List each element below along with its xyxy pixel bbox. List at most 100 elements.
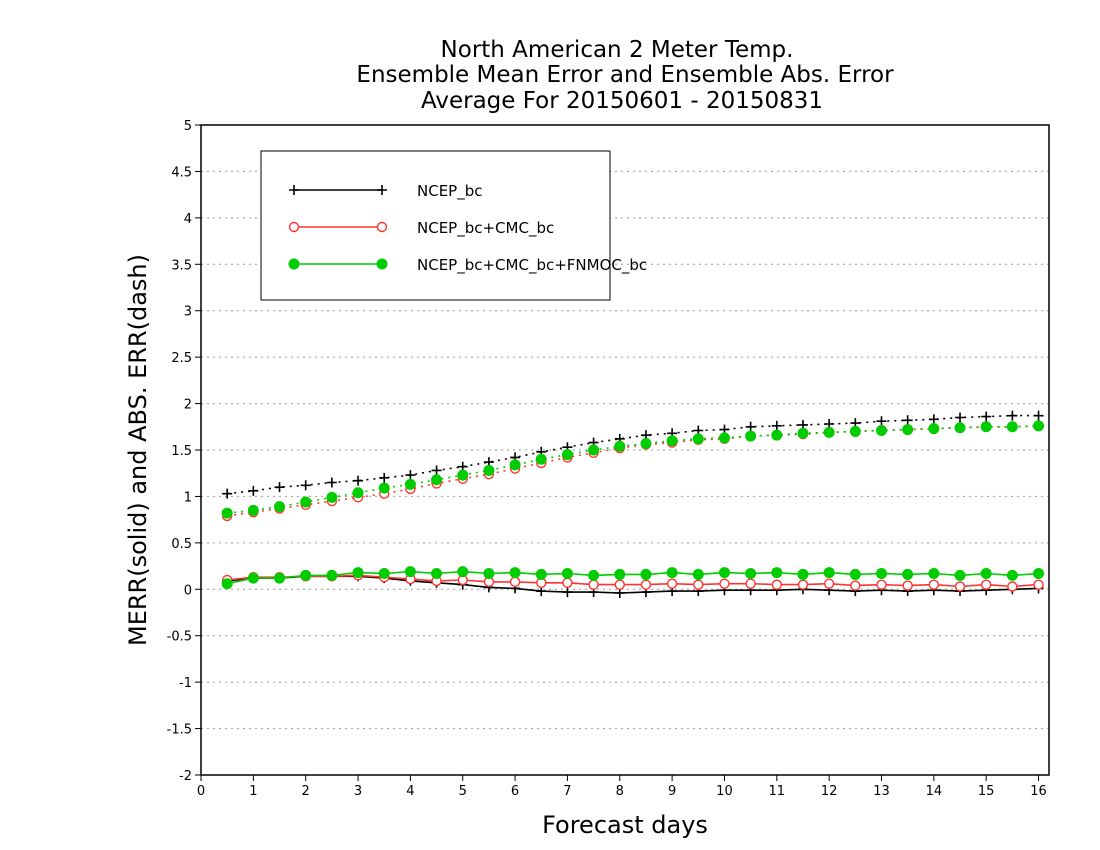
data-point (353, 475, 364, 486)
data-point (876, 416, 887, 427)
x-tick-label: 12 (821, 784, 838, 799)
y-tick-label: 3 (184, 305, 192, 320)
data-point (379, 472, 390, 483)
data-point (404, 478, 416, 490)
data-point (666, 567, 678, 579)
data-point (588, 569, 600, 581)
legend-label: NCEP_bc+CMC_bc+FNMOC_bc (417, 256, 647, 275)
data-point (222, 488, 233, 499)
data-point (378, 568, 390, 579)
y-tick-label: 1 (184, 490, 192, 505)
x-tick-label: 6 (511, 784, 519, 799)
y-axis-label: MERR(solid) and ABS. ERR(dash) (124, 254, 152, 646)
data-point (928, 579, 940, 590)
data-point (247, 572, 259, 584)
y-tick-label: -1.5 (167, 723, 192, 738)
data-point (981, 411, 992, 422)
x-tick-label: 4 (406, 784, 414, 799)
data-point (1007, 410, 1018, 421)
data-point (980, 421, 992, 433)
data-point (300, 480, 311, 491)
x-tick-label: 1 (249, 784, 257, 799)
legend-entry: NCEP_bc+CMC_bc+FNMOC_bc (288, 256, 647, 275)
data-point (221, 578, 233, 590)
data-point (326, 491, 338, 503)
data-point (718, 567, 730, 579)
data-point (719, 578, 730, 589)
x-tick-label: 13 (873, 784, 890, 799)
data-point (300, 496, 312, 508)
data-point (221, 507, 233, 519)
data-point (1033, 420, 1045, 432)
series-2 (221, 420, 1045, 590)
tick-labels: -2-1.5-1-0.500.511.522.533.544.550 1 2 3 4 5 6… (167, 119, 1047, 799)
x-tick-label: 10 (716, 784, 733, 799)
data-point (797, 427, 809, 439)
tick-marks (195, 124, 1040, 781)
data-point (980, 568, 992, 579)
y-tick-label: 0.5 (171, 537, 192, 552)
series-layer (221, 410, 1045, 598)
x-tick-label: 5 (459, 784, 467, 799)
data-point (483, 464, 495, 476)
abs-err-line (227, 425, 1039, 517)
data-point (849, 425, 861, 437)
data-point (666, 578, 678, 589)
data-point (431, 465, 442, 476)
data-point (274, 501, 286, 513)
data-point (274, 482, 285, 493)
x-tick-label: 9 (668, 784, 676, 799)
data-point (823, 426, 835, 438)
x-tick-label: 11 (769, 784, 786, 799)
data-point (980, 579, 992, 590)
data-point (745, 421, 756, 432)
data-point (797, 579, 809, 590)
x-axis-label: Forecast days (542, 811, 708, 839)
data-point (588, 444, 600, 456)
data-point (797, 568, 809, 580)
data-point (405, 470, 416, 481)
legend-entry: NCEP_bc+CMC_bc (288, 219, 554, 238)
data-point (745, 430, 757, 442)
data-point (875, 568, 887, 579)
data-point (247, 504, 259, 516)
y-tick-label: 3.5 (171, 258, 192, 273)
legend-entry: NCEP_bc (289, 182, 483, 201)
data-point (404, 566, 416, 578)
x-tick-label: 7 (563, 784, 571, 799)
data-point (431, 568, 443, 579)
data-point (823, 567, 835, 579)
y-tick-label: 2 (184, 398, 192, 413)
data-point (248, 485, 259, 496)
merr-line (227, 570, 1039, 585)
data-point (875, 425, 887, 436)
data-point (483, 568, 495, 579)
chart-title: North American 2 Meter Temp. Ensemble Me… (356, 37, 894, 114)
data-point (928, 423, 940, 435)
data-point (692, 568, 704, 580)
data-point (1007, 581, 1018, 592)
x-tick-label: 16 (1030, 784, 1047, 799)
data-point (288, 221, 300, 233)
data-point (561, 449, 573, 461)
data-point (377, 185, 387, 195)
data-point (457, 566, 469, 578)
x-tick-label: 15 (978, 784, 995, 799)
legend-label: NCEP_bc (417, 182, 483, 201)
data-point (561, 568, 573, 579)
data-point (902, 415, 913, 426)
data-point (955, 412, 966, 423)
legend: NCEP_bc NCEP_bc+CMC_bc NCEP_bc+CMC_bc+FNMO… (260, 150, 647, 301)
data-point (509, 459, 521, 471)
data-point (693, 579, 704, 590)
legend-label: NCEP_bc+CMC_bc (417, 219, 554, 238)
y-tick-label: 5 (184, 119, 192, 134)
data-point (509, 567, 521, 579)
y-tick-label: -2 (179, 769, 192, 784)
y-tick-label: -0.5 (167, 630, 192, 645)
data-point (376, 258, 388, 270)
data-point (300, 569, 312, 581)
data-point (614, 568, 626, 580)
abs-err-line (227, 425, 1039, 514)
data-point (614, 579, 625, 590)
